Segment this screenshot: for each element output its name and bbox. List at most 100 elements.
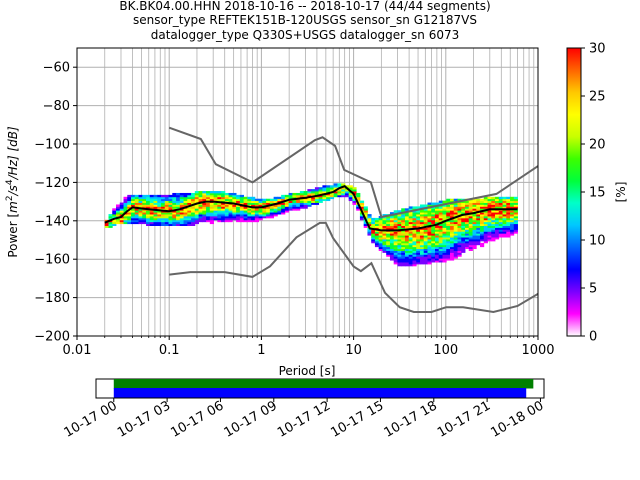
histogram-cell: [311, 191, 316, 194]
histogram-cell: [506, 223, 511, 226]
histogram-cell: [427, 214, 432, 217]
histogram-cell: [461, 210, 466, 213]
histogram-cell: [453, 212, 458, 215]
histogram-cell: [168, 221, 173, 225]
histogram-cell: [397, 210, 402, 213]
histogram-cell: [453, 256, 458, 259]
histogram-cell: [506, 214, 511, 217]
timeline-tick-label: 10-18 00: [488, 398, 546, 440]
histogram-cell: [465, 221, 470, 225]
histogram-cell: [446, 239, 451, 242]
timeline-tick-label: 10-17 06: [168, 398, 226, 440]
histogram-cell: [348, 187, 353, 190]
histogram-cell: [243, 219, 248, 223]
histogram-cell: [228, 214, 233, 217]
histogram-cell: [209, 206, 214, 209]
histogram-cell: [408, 244, 413, 248]
histogram-cell: [465, 219, 470, 223]
histogram-cell: [468, 208, 473, 211]
histogram-cell: [206, 204, 211, 207]
histogram-cell: [183, 198, 188, 202]
histogram-cell: [232, 200, 237, 203]
histogram-cell: [266, 200, 271, 203]
histogram-cell: [164, 194, 169, 198]
histogram-cell: [138, 212, 143, 215]
histogram-cell: [314, 189, 320, 192]
histogram-cell: [393, 239, 398, 242]
histogram-cell: [506, 221, 511, 225]
histogram-cell: [131, 214, 136, 217]
histogram-cell: [401, 262, 406, 265]
histogram-cell: [419, 217, 425, 221]
histogram-cell: [412, 252, 417, 255]
histogram-cell: [427, 242, 432, 246]
histogram-cell: [401, 254, 406, 257]
histogram-cell: [131, 212, 136, 215]
histogram-cell: [206, 210, 211, 213]
histogram-cell: [172, 219, 177, 223]
histogram-cell: [386, 221, 391, 225]
histogram-cell: [266, 208, 271, 211]
histogram-cell: [453, 221, 458, 225]
histogram-cell: [254, 217, 260, 221]
histogram-cell: [284, 208, 290, 211]
histogram-cell: [427, 231, 432, 234]
histogram-cell: [157, 196, 162, 200]
histogram-cell: [416, 235, 421, 238]
histogram-cell: [423, 262, 428, 265]
histogram-cell: [449, 198, 455, 202]
histogram-cell: [254, 200, 260, 203]
histogram-cell: [217, 214, 222, 217]
histogram-cell: [487, 221, 492, 225]
histogram-cell: [292, 206, 297, 209]
histogram-cell: [378, 248, 383, 251]
histogram-cell: [232, 216, 237, 219]
histogram-cell: [506, 225, 511, 228]
histogram-cell: [401, 214, 406, 217]
histogram-cell: [374, 242, 380, 246]
histogram-cell: [333, 194, 338, 198]
histogram-cell: [138, 198, 143, 202]
histogram-cell: [247, 208, 252, 211]
histogram-cell: [513, 219, 518, 223]
histogram-cell: [461, 202, 466, 205]
histogram-cell: [209, 208, 214, 211]
histogram-cell: [506, 235, 511, 238]
histogram-cell: [303, 202, 308, 205]
histogram-cell: [442, 208, 447, 211]
histogram-cell: [487, 216, 492, 219]
x-tick-label: 0.1: [159, 343, 180, 358]
histogram-cell: [239, 216, 245, 219]
histogram-cell: [318, 196, 323, 200]
histogram-cell: [457, 239, 462, 242]
histogram-cell: [404, 244, 410, 248]
histogram-cell: [472, 210, 477, 213]
histogram-cell: [498, 214, 503, 217]
histogram-cell: [161, 198, 166, 202]
histogram-cell: [209, 202, 214, 205]
histogram-cell: [247, 198, 252, 202]
histogram-cell: [404, 250, 410, 253]
histogram-cell: [495, 216, 500, 219]
histogram-cell: [322, 191, 327, 194]
histogram-cell: [198, 217, 203, 221]
histogram-cell: [127, 198, 132, 202]
histogram-cell: [465, 206, 470, 209]
histogram-cell: [438, 250, 443, 253]
histogram-cell: [404, 258, 410, 261]
histogram-cell: [187, 216, 192, 219]
histogram-cell: [224, 200, 229, 203]
histogram-cell: [423, 246, 428, 250]
histogram-cell: [224, 219, 229, 223]
histogram-cell: [408, 258, 413, 261]
histogram-cell: [348, 196, 353, 200]
histogram-cell: [412, 210, 417, 213]
colorbar-tick-label: 20: [589, 138, 606, 153]
histogram-cell: [168, 200, 173, 203]
histogram-cell: [427, 210, 432, 213]
histogram-cell: [476, 229, 481, 232]
histogram-cell: [423, 239, 428, 242]
histogram-cell: [427, 248, 432, 251]
x-tick-label: 1: [257, 343, 265, 358]
